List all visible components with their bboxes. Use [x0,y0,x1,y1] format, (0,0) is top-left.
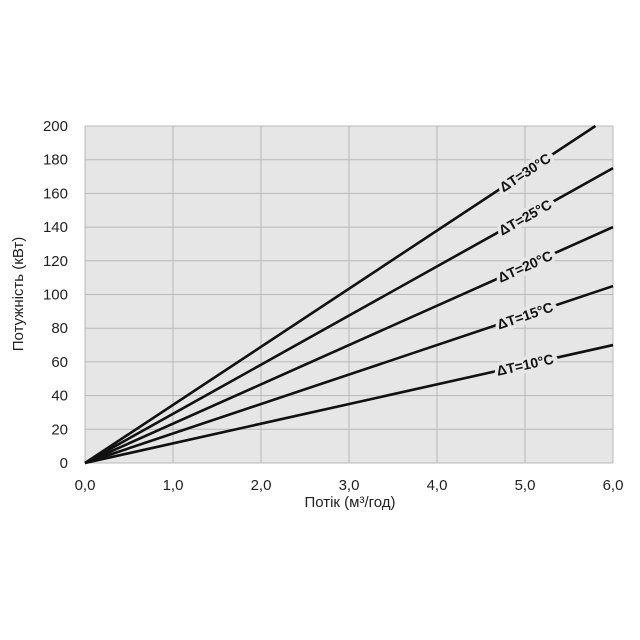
grid [84,125,614,464]
series-line [84,225,614,465]
x-axis-ticks: 0,0 1,0 2,0 3,0 4,0 5,0 6,0 [75,477,624,494]
y-tick-label: 80 [51,320,68,337]
y-tick-label: 200 [43,118,68,135]
y-tick-label: 180 [43,152,68,169]
y-axis-title: Потужність (кВт) [10,237,27,351]
y-tick-label: 140 [43,219,68,236]
series-line [84,343,614,465]
y-tick-label: 160 [43,185,68,202]
y-axis-ticks: 0 20 40 60 80 100 120 140 160 180 200 [43,118,68,472]
x-axis-title: Потік (м³/год) [304,494,395,511]
y-tick-label: 40 [51,388,68,405]
x-tick-label: 1,0 [163,477,184,494]
x-tick-label: 2,0 [251,477,272,494]
y-tick-label: 60 [51,354,68,371]
y-tick-label: 0 [60,455,68,472]
x-tick-label: 4,0 [427,477,448,494]
y-tick-label: 120 [43,253,68,270]
x-tick-label: 0,0 [75,477,96,494]
y-tick-label: 20 [51,421,68,438]
x-tick-label: 3,0 [339,477,360,494]
x-tick-label: 5,0 [515,477,536,494]
series-line [84,166,614,465]
y-tick-label: 100 [43,287,68,304]
series-line [84,284,614,465]
series-lines [84,124,614,465]
series-line [84,124,597,465]
x-tick-label: 6,0 [603,477,624,494]
